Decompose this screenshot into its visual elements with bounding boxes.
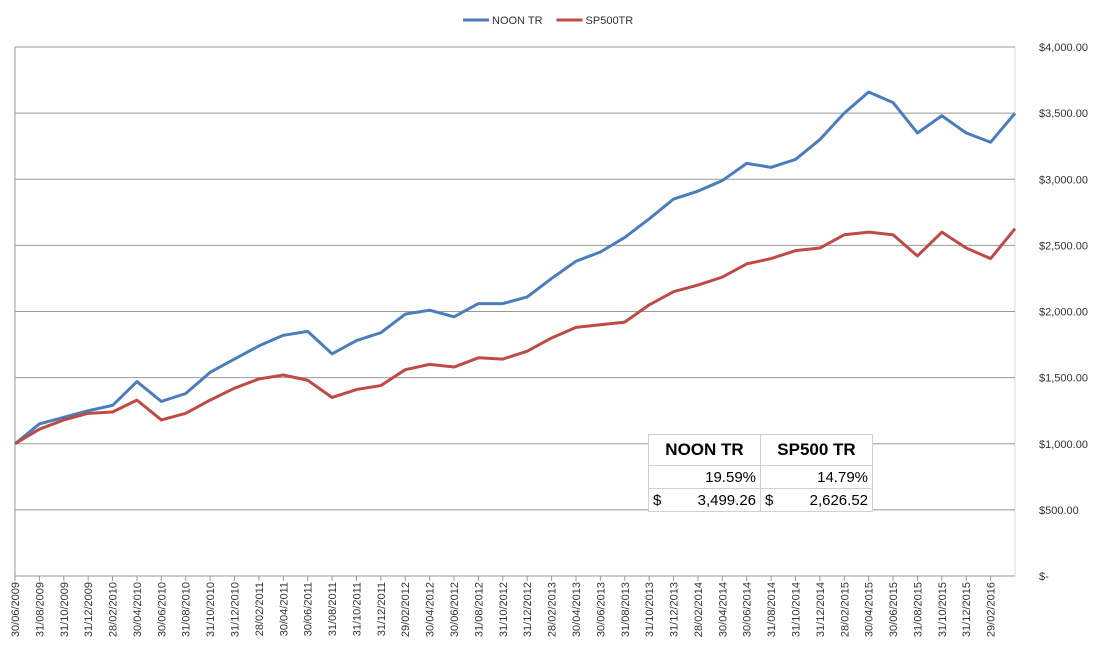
x-tick-label: 31/08/2015 — [912, 582, 924, 637]
table-cell: $2,626.52 — [760, 488, 873, 512]
table-cell: 19.59% — [648, 465, 761, 489]
x-tick-label: 31/10/2014 — [790, 582, 802, 637]
x-tick-label: 30/06/2010 — [156, 582, 168, 637]
cell-value: 19.59% — [705, 468, 756, 486]
x-tick-label: 30/04/2011 — [278, 582, 290, 636]
x-tick-label: 30/04/2012 — [425, 582, 437, 637]
x-tick-label: 31/08/2014 — [766, 582, 778, 637]
x-tick-label: 28/02/2015 — [839, 582, 851, 637]
x-tick-label: 30/04/2014 — [717, 582, 729, 637]
y-tick-label: $3,000.00 — [1039, 174, 1088, 186]
header-cell: NOON TR — [648, 434, 761, 466]
x-tick-label: 30/04/2010 — [132, 582, 144, 637]
x-tick-label: 31/10/2009 — [59, 582, 71, 637]
y-tick-label: $2,500.00 — [1039, 240, 1088, 252]
x-tick-label: 30/06/2011 — [303, 582, 315, 636]
cell-value: 2,626.52 — [809, 491, 868, 509]
cell-value: 3,499.26 — [697, 491, 756, 509]
x-tick-label: 29/02/2012 — [400, 582, 412, 637]
x-tick-label: 29/02/2016 — [986, 582, 998, 637]
x-tick-label: 31/12/2015 — [961, 582, 973, 637]
cell-value: 14.79% — [817, 468, 868, 486]
y-tick-label: $- — [1039, 571, 1049, 583]
currency-sign: $ — [765, 491, 774, 509]
x-tick-label: 30/06/2013 — [595, 582, 607, 637]
x-tick-label: 31/08/2011 — [327, 582, 339, 636]
series-line — [14, 227, 1017, 446]
series-line — [14, 90, 1017, 445]
x-tick-label: 30/06/2015 — [888, 582, 900, 637]
x-tick-label: 31/10/2010 — [205, 582, 217, 637]
table-cell: $3,499.26 — [648, 488, 761, 512]
x-tick-label: 28/02/2010 — [108, 582, 120, 637]
x-tick-label: 31/08/2012 — [473, 582, 485, 637]
x-tick-label: 31/12/2011 — [376, 582, 388, 636]
x-tick-label: 31/12/2013 — [669, 582, 681, 637]
x-tick-label: 31/10/2013 — [644, 582, 656, 637]
legend-label: SP500TR — [586, 15, 634, 27]
table-row: $3,499.26 $2,626.52 — [648, 488, 873, 512]
x-tick-label: 30/04/2015 — [864, 582, 876, 637]
x-tick-label: 30/06/2014 — [742, 582, 754, 637]
x-tick-label: 30/06/2009 — [10, 582, 22, 637]
currency-sign: $ — [653, 491, 662, 509]
x-tick-label: 31/12/2014 — [815, 582, 827, 637]
x-tick-label: 31/08/2010 — [181, 582, 193, 637]
header-cell: SP500 TR — [760, 434, 873, 466]
x-tick-label: 28/02/2011 — [254, 582, 266, 636]
y-tick-label: $1,000.00 — [1039, 439, 1088, 451]
x-tick-label: 30/04/2013 — [571, 582, 583, 637]
y-tick-label: $500.00 — [1039, 505, 1079, 517]
y-tick-label: $3,500.00 — [1039, 108, 1088, 120]
y-tick-label: $2,000.00 — [1039, 307, 1088, 319]
table-header-row: NOON TR SP500 TR — [648, 434, 873, 466]
x-tick-label: 31/08/2013 — [620, 582, 632, 637]
table-cell: 14.79% — [760, 465, 873, 489]
x-tick-label: 31/12/2010 — [230, 582, 242, 637]
x-tick-label: 31/10/2015 — [937, 582, 949, 637]
x-tick-label: 31/10/2011 — [351, 582, 363, 636]
y-tick-label: $4,000.00 — [1039, 42, 1088, 54]
x-tick-label: 31/08/2009 — [34, 582, 46, 637]
x-tick-label: 28/02/2013 — [547, 582, 559, 637]
x-tick-label: 31/12/2012 — [522, 582, 534, 637]
legend-label: NOON TR — [492, 15, 543, 27]
x-tick-label: 28/02/2014 — [693, 582, 705, 637]
x-tick-label: 31/10/2012 — [498, 582, 510, 637]
x-tick-label: 31/12/2009 — [83, 582, 95, 637]
table-row: 19.59% 14.79% — [648, 465, 873, 489]
summary-table: NOON TR SP500 TR 19.59% 14.79% $3,499.26 $2,6… — [648, 434, 873, 512]
x-tick-label: 30/06/2012 — [449, 582, 461, 637]
y-tick-label: $1,500.00 — [1039, 373, 1088, 385]
